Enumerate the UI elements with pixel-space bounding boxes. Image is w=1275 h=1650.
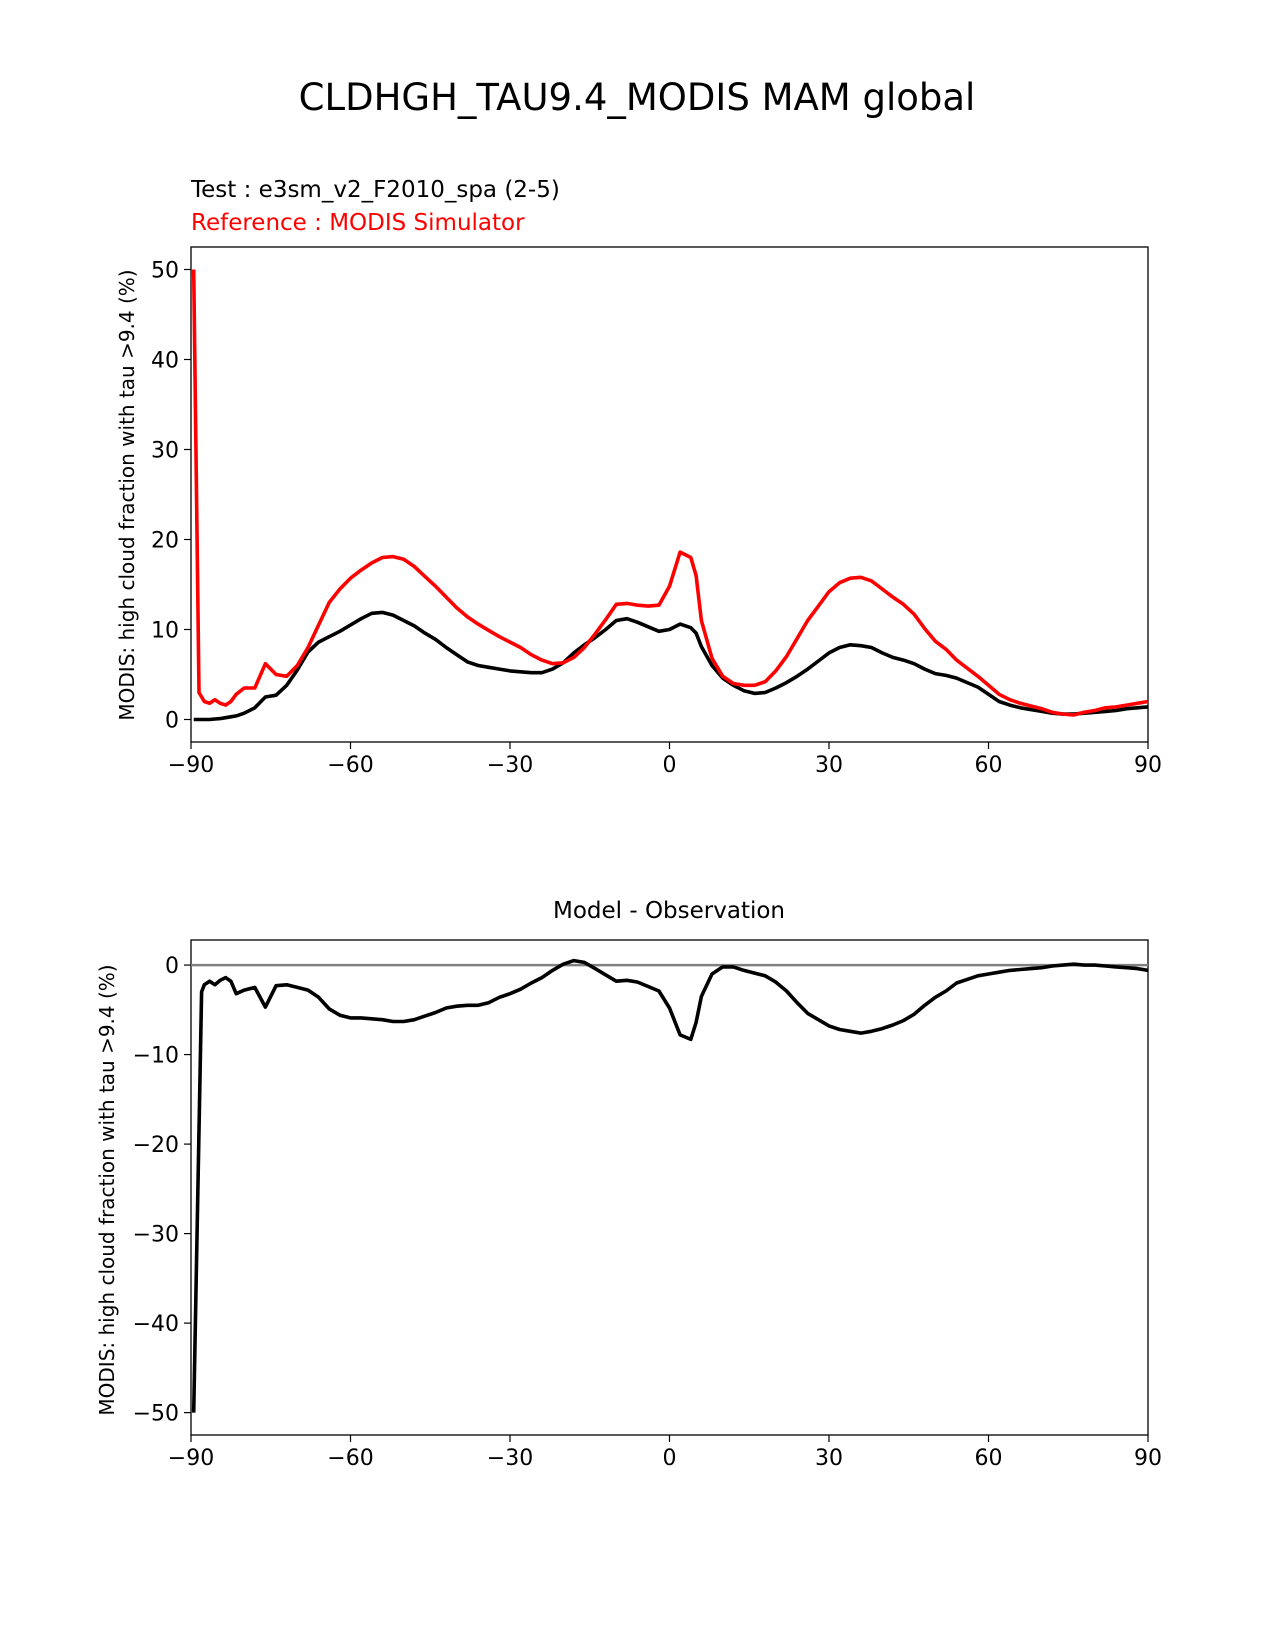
bottom-x-tick-label: −30 bbox=[487, 1446, 533, 1471]
top-y-tick-label: 30 bbox=[151, 439, 179, 464]
top-y-axis-label: MODIS: high cloud fraction with tau >9.4… bbox=[115, 269, 139, 720]
bottom-x-tick-label: 90 bbox=[1134, 1446, 1162, 1471]
top-y-tick-label: 20 bbox=[151, 529, 179, 554]
reference-series-line bbox=[191, 269, 1149, 717]
top-y-tick-label: 40 bbox=[151, 349, 179, 374]
bottom-x-tick-label: 30 bbox=[815, 1446, 843, 1471]
bottom-plot-area: −90 −60 −30 0 30 60 90 0 −10 −20 −30 −40 −50 bbox=[133, 939, 1162, 1471]
test-label: Test : e3sm_v2_F2010_spa (2-5) bbox=[190, 177, 560, 203]
bottom-x-tick-label: −60 bbox=[327, 1446, 373, 1471]
top-plot-area: −90 −60 −30 0 30 60 90 0 10 20 30 40 50 bbox=[151, 246, 1162, 778]
bottom-y-axis-label: MODIS: high cloud fraction with tau >9.4… bbox=[95, 964, 119, 1415]
top-x-tick-label: −90 bbox=[168, 753, 214, 778]
reference-label: Reference : MODIS Simulator bbox=[191, 210, 525, 236]
bottom-axes-frame bbox=[190, 939, 1149, 1436]
difference-series-line bbox=[191, 958, 1149, 1413]
test-series-line bbox=[193, 610, 1149, 722]
bottom-y-tick-label: −20 bbox=[133, 1133, 179, 1158]
top-x-tick-label: −60 bbox=[327, 753, 373, 778]
top-x-tick-label: −30 bbox=[487, 753, 533, 778]
bottom-y-tick-label: −50 bbox=[133, 1402, 179, 1427]
bottom-x-tick-label: −90 bbox=[168, 1446, 214, 1471]
top-axes-frame bbox=[190, 246, 1149, 743]
top-y-tick-label: 0 bbox=[165, 709, 179, 734]
top-x-tick-label: 90 bbox=[1134, 753, 1162, 778]
figure-title: CLDHGH_TAU9.4_MODIS MAM global bbox=[299, 76, 976, 119]
bottom-y-tick-label: −30 bbox=[133, 1223, 179, 1248]
bottom-x-tick-label: 0 bbox=[663, 1446, 677, 1471]
bottom-panel-title: Model - Observation bbox=[553, 898, 785, 924]
top-y-tick-label: 10 bbox=[151, 619, 179, 644]
bottom-x-tick-label: 60 bbox=[975, 1446, 1003, 1471]
top-x-tick-label: 30 bbox=[815, 753, 843, 778]
top-x-tick-label: 60 bbox=[975, 753, 1003, 778]
top-x-tick-label: 0 bbox=[663, 753, 677, 778]
bottom-y-tick-label: −40 bbox=[133, 1312, 179, 1337]
bottom-y-tick-label: 0 bbox=[165, 954, 179, 979]
top-y-tick-label: 50 bbox=[151, 259, 179, 284]
bottom-y-tick-label: −10 bbox=[133, 1044, 179, 1069]
